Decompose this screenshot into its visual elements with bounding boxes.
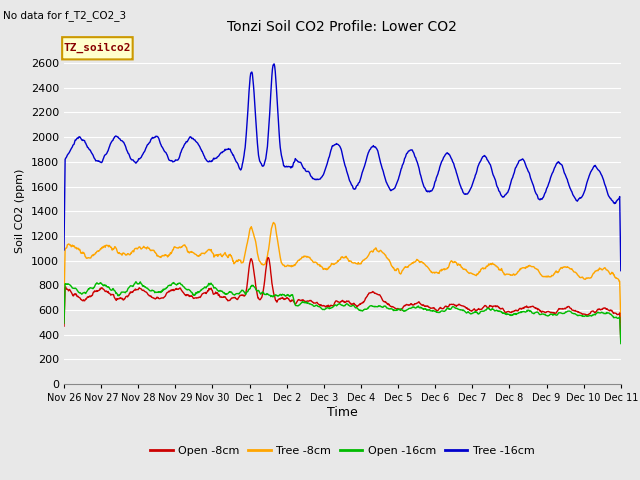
Y-axis label: Soil CO2 (ppm): Soil CO2 (ppm) [15, 169, 26, 253]
FancyBboxPatch shape [62, 37, 132, 60]
Legend: Open -8cm, Tree -8cm, Open -16cm, Tree -16cm: Open -8cm, Tree -8cm, Open -16cm, Tree -… [146, 442, 539, 460]
X-axis label: Time: Time [327, 406, 358, 419]
Text: TZ_soilco2: TZ_soilco2 [63, 43, 131, 53]
Text: No data for f_T2_CO2_3: No data for f_T2_CO2_3 [3, 11, 126, 22]
Title: Tonzi Soil CO2 Profile: Lower CO2: Tonzi Soil CO2 Profile: Lower CO2 [227, 21, 458, 35]
